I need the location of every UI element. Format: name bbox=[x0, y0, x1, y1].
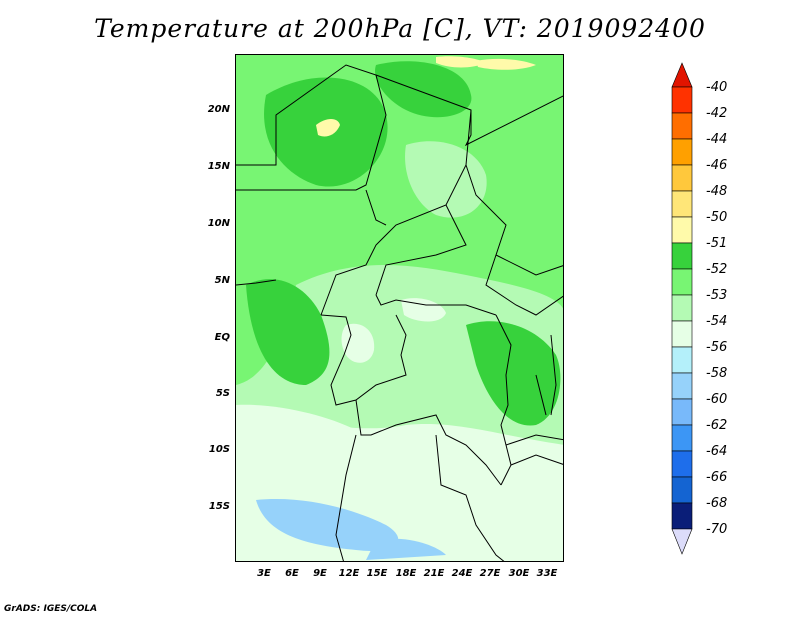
field-region-52-east bbox=[466, 321, 561, 426]
lon-label-3e: 3E bbox=[257, 568, 271, 579]
field-region-56-equator bbox=[341, 323, 375, 363]
field-region-56-central bbox=[401, 298, 446, 322]
lon-label-6e: 6E bbox=[285, 568, 299, 579]
colorbar-swatch-12 bbox=[671, 372, 693, 400]
lon-label-21e: 21E bbox=[423, 568, 445, 579]
lon-label-12e: 12E bbox=[338, 568, 360, 579]
field-region-52-northeast bbox=[375, 61, 472, 118]
colorbar-swatch-1 bbox=[671, 86, 693, 114]
colorbar-swatch-14 bbox=[671, 424, 693, 452]
country-borders bbox=[236, 64, 563, 561]
map-plot-area bbox=[235, 54, 564, 562]
colorbar bbox=[671, 62, 693, 555]
colorbar-swatch-17 bbox=[671, 502, 693, 530]
lat-label-5s: 5S bbox=[215, 388, 230, 399]
colorbar-swatch-15 bbox=[671, 450, 693, 478]
colorbar-label-9: -53 bbox=[706, 288, 728, 303]
lon-label-18e: 18E bbox=[395, 568, 417, 579]
colorbar-bottom-arrow bbox=[671, 528, 693, 555]
lon-label-30e: 30E bbox=[508, 568, 530, 579]
colorbar-swatch-13 bbox=[671, 398, 693, 426]
colorbar-label-17: -68 bbox=[706, 496, 728, 511]
lon-label-15e: 15E bbox=[366, 568, 388, 579]
colorbar-swatch-7 bbox=[671, 242, 693, 270]
colorbar-label-5: -48 bbox=[706, 184, 728, 199]
colorbar-label-13: -60 bbox=[706, 392, 728, 407]
lon-label-33e: 33E bbox=[536, 568, 558, 579]
lat-label-15n: 15N bbox=[207, 161, 230, 172]
lat-label-10n: 10N bbox=[207, 218, 230, 229]
colorbar-swatch-4 bbox=[671, 164, 693, 192]
credit-text: GrADS: IGES/COLA bbox=[4, 604, 98, 614]
lat-label-eq: EQ bbox=[214, 332, 230, 343]
colorbar-label-7: -51 bbox=[706, 236, 728, 251]
colorbar-label-11: -56 bbox=[706, 340, 728, 355]
colorbar-label-12: -58 bbox=[706, 366, 728, 381]
colorbar-label-16: -66 bbox=[706, 470, 728, 485]
colorbar-swatch-11 bbox=[671, 346, 693, 374]
colorbar-swatch-9 bbox=[671, 294, 693, 322]
colorbar-label-3: -44 bbox=[706, 132, 728, 147]
field-region-51-b bbox=[436, 56, 486, 68]
colorbar-top-arrow bbox=[671, 62, 693, 88]
colorbar-swatch-2 bbox=[671, 112, 693, 140]
lon-label-27e: 27E bbox=[479, 568, 501, 579]
field-region-52-west bbox=[246, 279, 330, 385]
lat-label-5n: 5N bbox=[214, 275, 230, 286]
colorbar-swatch-10 bbox=[671, 320, 693, 348]
colorbar-label-6: -50 bbox=[706, 210, 728, 225]
colorbar-label-15: -64 bbox=[706, 444, 728, 459]
map-title: Temperature at 200hPa [C], VT: 201909240… bbox=[94, 14, 706, 43]
lat-label-20n: 20N bbox=[207, 104, 230, 115]
colorbar-swatch-8 bbox=[671, 268, 693, 296]
colorbar-swatch-5 bbox=[671, 190, 693, 218]
colorbar-label-2: -42 bbox=[706, 106, 728, 121]
colorbar-swatch-3 bbox=[671, 138, 693, 166]
colorbar-label-10: -54 bbox=[706, 314, 728, 329]
colorbar-swatch-16 bbox=[671, 476, 693, 504]
colorbar-label-4: -46 bbox=[706, 158, 728, 173]
field-region-51-a bbox=[316, 119, 340, 137]
colorbar-label-14: -62 bbox=[706, 418, 728, 433]
lat-label-10s: 10S bbox=[208, 444, 230, 455]
colorbar-label-18: -70 bbox=[706, 522, 728, 537]
colorbar-label-8: -52 bbox=[706, 262, 728, 277]
colorbar-swatch-6 bbox=[671, 216, 693, 244]
lon-label-9e: 9E bbox=[313, 568, 327, 579]
field-region-58-b bbox=[366, 538, 446, 560]
lat-label-15s: 15S bbox=[208, 501, 230, 512]
field-region-58 bbox=[256, 499, 399, 551]
colorbar-label-1: -40 bbox=[706, 80, 728, 95]
temperature-field bbox=[236, 55, 563, 561]
lon-label-24e: 24E bbox=[451, 568, 473, 579]
field-region-56-southwest bbox=[236, 404, 356, 455]
field-region-51-c bbox=[476, 58, 536, 70]
